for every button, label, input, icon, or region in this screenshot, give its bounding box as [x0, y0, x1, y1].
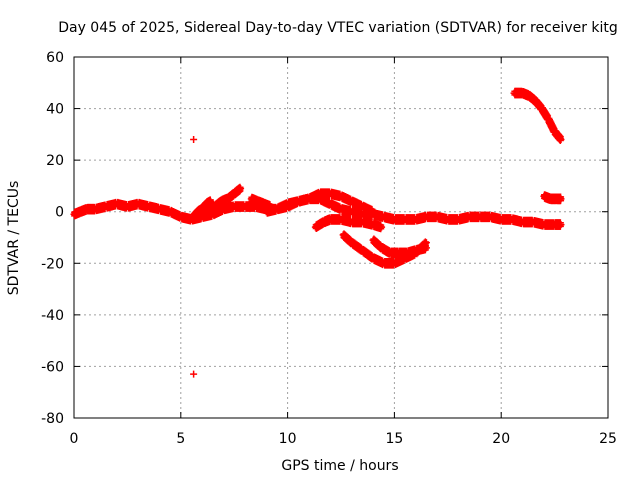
point-hump-10-14 — [369, 208, 377, 216]
x-tick-label: 25 — [599, 431, 617, 447]
point-outliers — [190, 136, 198, 144]
y-tick-label: -80 — [41, 411, 64, 427]
point-small-arc-5-6 — [207, 197, 215, 205]
chart-title: Day 045 of 2025, Sidereal Day-to-day VTE… — [58, 20, 618, 36]
point-lower-arc-11-14 — [377, 225, 385, 233]
x-tick-label: 10 — [279, 431, 297, 447]
point-short-22 — [557, 195, 565, 203]
point-hump-10-14 — [368, 209, 376, 217]
point-lower-arc-11-14 — [378, 223, 386, 231]
plot-frame — [73, 56, 609, 419]
points-layer — [70, 87, 565, 378]
y-tick-label: 20 — [46, 153, 64, 169]
y-axis-label: SDTVAR / TECUs — [6, 181, 22, 296]
point-high-arc-20-23 — [557, 136, 565, 144]
point-inner-dip-14-16 — [422, 244, 430, 252]
x-axis-label: GPS time / hours — [281, 458, 398, 474]
y-tick-label: 0 — [55, 205, 64, 221]
ticks-layer: 0 5 10 15 20 25 -80 -60 -40 -20 0 20 40 60 — [41, 50, 617, 447]
point-main-band — [557, 221, 565, 229]
y-tick-label: -20 — [41, 256, 64, 272]
x-tick-label: 5 — [176, 431, 185, 447]
x-tick-label: 0 — [70, 431, 79, 447]
y-tick-label: -40 — [41, 308, 64, 324]
y-tick-label: 40 — [46, 102, 64, 118]
y-tick-label: 60 — [46, 50, 64, 66]
point-outliers — [190, 370, 198, 378]
point-rising-arc-6-8 — [237, 185, 245, 193]
x-tick-label: 20 — [492, 431, 510, 447]
x-tick-label: 15 — [385, 431, 403, 447]
y-tick-label: -60 — [41, 359, 64, 375]
